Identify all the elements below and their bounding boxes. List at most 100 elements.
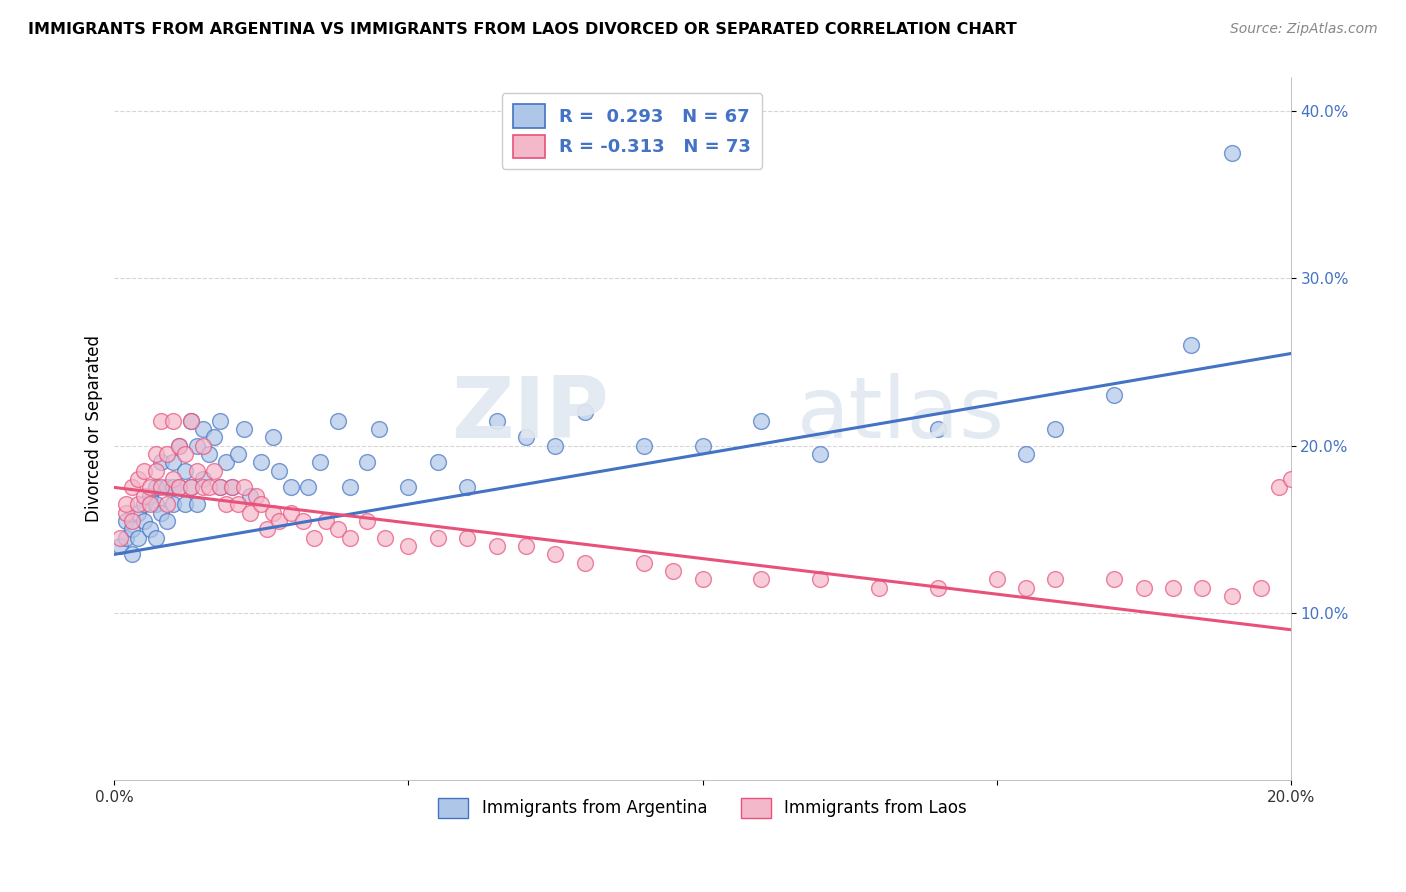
Point bbox=[262, 430, 284, 444]
Point bbox=[215, 497, 238, 511]
Point bbox=[1102, 388, 1125, 402]
Point bbox=[186, 497, 208, 511]
Point bbox=[515, 430, 537, 444]
Point bbox=[515, 539, 537, 553]
Point bbox=[121, 480, 143, 494]
Legend: Immigrants from Argentina, Immigrants from Laos: Immigrants from Argentina, Immigrants fr… bbox=[432, 791, 973, 825]
Point bbox=[110, 539, 132, 553]
Point bbox=[1220, 145, 1243, 160]
Point bbox=[291, 514, 314, 528]
Point bbox=[315, 514, 337, 528]
Point bbox=[749, 573, 772, 587]
Point bbox=[221, 480, 243, 494]
Point bbox=[927, 422, 949, 436]
Point bbox=[180, 413, 202, 427]
Point bbox=[1279, 472, 1302, 486]
Point bbox=[162, 472, 184, 486]
Point bbox=[191, 422, 214, 436]
Point bbox=[145, 531, 167, 545]
Point bbox=[127, 497, 149, 511]
Point bbox=[167, 439, 190, 453]
Point bbox=[167, 439, 190, 453]
Point bbox=[180, 480, 202, 494]
Point bbox=[121, 514, 143, 528]
Point bbox=[209, 480, 232, 494]
Point bbox=[115, 497, 138, 511]
Point bbox=[215, 455, 238, 469]
Point bbox=[456, 480, 478, 494]
Point bbox=[374, 531, 396, 545]
Point bbox=[986, 573, 1008, 587]
Point bbox=[115, 514, 138, 528]
Point bbox=[145, 480, 167, 494]
Point bbox=[808, 573, 831, 587]
Point bbox=[485, 539, 508, 553]
Point bbox=[692, 439, 714, 453]
Point bbox=[110, 531, 132, 545]
Point bbox=[1045, 573, 1067, 587]
Point bbox=[232, 480, 254, 494]
Point bbox=[138, 489, 160, 503]
Point bbox=[138, 522, 160, 536]
Point bbox=[191, 480, 214, 494]
Point bbox=[167, 480, 190, 494]
Point bbox=[121, 548, 143, 562]
Point bbox=[132, 514, 155, 528]
Point bbox=[574, 556, 596, 570]
Point bbox=[267, 514, 290, 528]
Point bbox=[202, 430, 225, 444]
Point bbox=[1015, 447, 1038, 461]
Point bbox=[186, 439, 208, 453]
Point bbox=[115, 531, 138, 545]
Point bbox=[245, 489, 267, 503]
Point bbox=[202, 464, 225, 478]
Point bbox=[1132, 581, 1154, 595]
Point bbox=[115, 506, 138, 520]
Point bbox=[226, 497, 249, 511]
Text: ZIP: ZIP bbox=[451, 374, 609, 457]
Point bbox=[162, 480, 184, 494]
Point bbox=[749, 413, 772, 427]
Point bbox=[280, 506, 302, 520]
Point bbox=[868, 581, 890, 595]
Point bbox=[262, 506, 284, 520]
Point bbox=[150, 413, 173, 427]
Point bbox=[808, 447, 831, 461]
Point bbox=[162, 455, 184, 469]
Point bbox=[1161, 581, 1184, 595]
Point bbox=[398, 480, 420, 494]
Point bbox=[326, 522, 349, 536]
Point bbox=[150, 480, 173, 494]
Point bbox=[662, 564, 685, 578]
Point bbox=[174, 447, 197, 461]
Point bbox=[309, 455, 332, 469]
Point bbox=[127, 472, 149, 486]
Point bbox=[1015, 581, 1038, 595]
Point bbox=[1102, 573, 1125, 587]
Y-axis label: Divorced or Separated: Divorced or Separated bbox=[86, 335, 103, 523]
Point bbox=[197, 447, 219, 461]
Point bbox=[256, 522, 278, 536]
Point bbox=[180, 480, 202, 494]
Point bbox=[1220, 589, 1243, 603]
Point bbox=[1191, 581, 1213, 595]
Point bbox=[368, 422, 391, 436]
Point bbox=[221, 480, 243, 494]
Point bbox=[156, 497, 179, 511]
Point bbox=[132, 464, 155, 478]
Point bbox=[156, 514, 179, 528]
Point bbox=[544, 548, 567, 562]
Point bbox=[209, 413, 232, 427]
Point bbox=[426, 455, 449, 469]
Point bbox=[167, 480, 190, 494]
Point bbox=[297, 480, 319, 494]
Point bbox=[138, 497, 160, 511]
Point bbox=[304, 531, 326, 545]
Point bbox=[156, 447, 179, 461]
Point bbox=[180, 413, 202, 427]
Text: IMMIGRANTS FROM ARGENTINA VS IMMIGRANTS FROM LAOS DIVORCED OR SEPARATED CORRELAT: IMMIGRANTS FROM ARGENTINA VS IMMIGRANTS … bbox=[28, 22, 1017, 37]
Point bbox=[239, 506, 262, 520]
Point bbox=[145, 447, 167, 461]
Point bbox=[1268, 480, 1291, 494]
Point bbox=[145, 464, 167, 478]
